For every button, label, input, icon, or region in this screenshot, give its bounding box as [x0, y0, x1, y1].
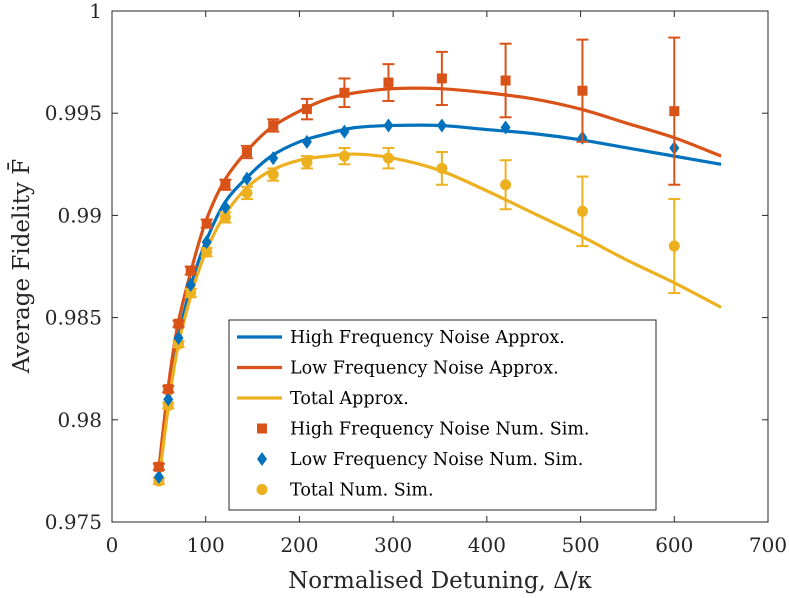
data-point: [201, 246, 213, 258]
data-point: [500, 179, 512, 191]
y-axis-label: Average Fidelity F̄: [8, 159, 35, 375]
data-point: [339, 124, 350, 139]
data-point: [668, 240, 680, 252]
legend-swatch: [257, 452, 267, 466]
legend-entry-high-frequency-noise-approx: High Frequency Noise Approx.: [237, 328, 565, 348]
x-axis: 0 100 200 300 400 500 600 700: [106, 11, 787, 557]
x-tick-label: 300: [374, 533, 412, 557]
data-point: [241, 171, 252, 186]
data-point: [163, 384, 174, 395]
legend-box: [228, 319, 657, 511]
legend-entry-low-frequency-noise-num-sim: Low Frequency Noise Num. Sim.: [257, 450, 583, 470]
data-point: [220, 179, 231, 190]
data-point: [577, 85, 588, 96]
data-point: [338, 150, 350, 162]
y-tick-label: 0.99: [57, 203, 102, 227]
data-point: [201, 234, 212, 249]
x-tick-label: 0: [106, 533, 119, 557]
x-tick-label: 400: [468, 533, 506, 557]
y-tick-label: 1: [89, 0, 102, 23]
series-points-low-frequency-noise-num-sim: [153, 118, 680, 485]
data-point: [153, 470, 164, 485]
data-point: [173, 318, 184, 329]
data-point: [268, 151, 279, 166]
legend-entry-low-frequency-noise-approx: Low Frequency Noise Approx.: [237, 359, 559, 379]
legend-entry-high-frequency-noise-num-sim: High Frequency Noise Num. Sim.: [257, 420, 590, 440]
y-tick-label: 0.995: [45, 101, 102, 125]
legend-label: High Frequency Noise Num. Sim.: [290, 420, 590, 440]
data-point: [185, 277, 196, 292]
data-point: [436, 118, 447, 133]
legend-label: Total Num. Sim.: [290, 481, 434, 501]
data-point: [500, 120, 511, 135]
y-tick-label: 0.985: [45, 306, 102, 330]
data-point: [669, 106, 680, 117]
x-axis-label: Normalised Detuning, Δ/κ: [288, 568, 592, 594]
data-point: [241, 187, 253, 199]
data-point: [301, 104, 312, 115]
data-point: [267, 169, 279, 181]
data-point: [436, 73, 447, 84]
data-point: [185, 265, 196, 276]
legend: High Frequency Noise Approx. Low Frequenc…: [228, 319, 657, 511]
data-point: [436, 162, 448, 174]
legend-label: Low Frequency Noise Approx.: [290, 359, 559, 379]
y-tick-label: 0.98: [57, 408, 102, 432]
data-point: [241, 147, 252, 158]
series-markers: [152, 36, 681, 487]
legend-entry-total-num-sim: Total Num. Sim.: [256, 481, 434, 501]
data-point: [339, 87, 350, 98]
plot-frame: [111, 10, 769, 523]
data-point: [301, 134, 312, 149]
data-point: [173, 331, 184, 346]
y-tick-label: 0.975: [45, 510, 102, 534]
data-point: [576, 205, 588, 217]
x-tick-label: 600: [655, 533, 693, 557]
data-point: [382, 152, 394, 164]
data-point: [201, 218, 212, 229]
data-point: [383, 77, 394, 88]
legend-label: Low Frequency Noise Num. Sim.: [290, 450, 583, 470]
x-tick-label: 500: [561, 533, 599, 557]
data-point: [500, 75, 511, 86]
legend-swatch: [257, 423, 267, 434]
legend-label: Total Approx.: [290, 389, 409, 409]
y-axis: 0.975 0.98 0.985 0.99 0.995 1: [45, 0, 768, 534]
data-point: [219, 211, 231, 223]
data-point: [268, 120, 279, 131]
x-tick-label: 700: [749, 533, 787, 557]
data-point: [163, 392, 174, 407]
data-point: [301, 156, 313, 168]
x-tick-label: 200: [280, 533, 318, 557]
data-point: [153, 461, 164, 472]
data-point: [185, 287, 197, 299]
data-point: [220, 200, 231, 215]
x-tick-label: 100: [187, 533, 225, 557]
legend-label: High Frequency Noise Approx.: [290, 328, 565, 348]
legend-swatch: [256, 484, 268, 495]
legend-entry-total-approx: Total Approx.: [237, 389, 409, 409]
data-point: [383, 118, 394, 133]
series-points-high-frequency-noise-num-sim: [152, 36, 681, 472]
